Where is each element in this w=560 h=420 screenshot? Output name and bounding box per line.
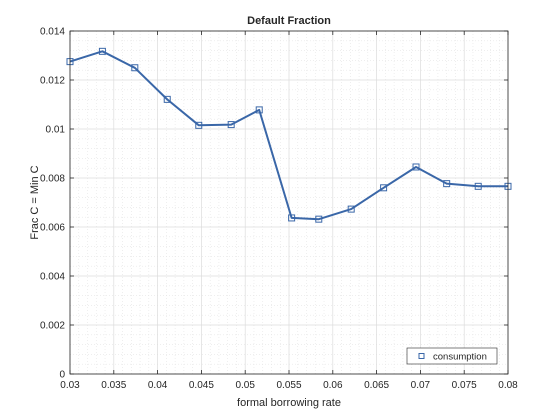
y-tick-label: 0.008 bbox=[40, 174, 65, 185]
y-tick-label: 0.014 bbox=[40, 27, 65, 38]
x-axis: 0.03 0.035 0.04 0.045 0.05 0.055 0.06 0.065 0.07… bbox=[60, 31, 518, 391]
legend-box bbox=[406, 347, 498, 365]
legend-entry-label: consumption bbox=[433, 352, 487, 363]
chart-title: Default Fraction bbox=[247, 15, 331, 27]
x-tick-label: 0.065 bbox=[364, 380, 389, 391]
data-point bbox=[474, 182, 482, 190]
y-axis-label: Frac C = Min C bbox=[29, 165, 41, 239]
y-tick-label: 0.002 bbox=[40, 321, 65, 332]
y-tick-label: 0.012 bbox=[40, 76, 65, 87]
x-tick-label: 0.04 bbox=[148, 380, 168, 391]
x-tick-label: 0.03 bbox=[60, 380, 80, 391]
data-point bbox=[255, 106, 263, 114]
series-line-consumption bbox=[69, 50, 508, 221]
data-point bbox=[98, 47, 106, 55]
legend-marker-square bbox=[418, 353, 425, 359]
y-tick-label: 0 bbox=[59, 370, 65, 381]
y-tick-label: 0.01 bbox=[46, 125, 66, 136]
data-point bbox=[131, 64, 139, 72]
x-tick-label: 0.045 bbox=[189, 380, 214, 391]
x-tick-label: 0.06 bbox=[323, 380, 343, 391]
data-point bbox=[163, 95, 171, 103]
y-tick-label: 0.004 bbox=[40, 272, 65, 283]
data-point bbox=[227, 121, 235, 129]
data-point bbox=[412, 163, 420, 171]
data-point bbox=[288, 214, 296, 222]
x-tick-label: 0.07 bbox=[411, 380, 431, 391]
x-tick-label: 0.08 bbox=[498, 380, 518, 391]
data-point bbox=[380, 184, 388, 192]
x-tick-label: 0.075 bbox=[452, 380, 477, 391]
y-tick-label: 0.006 bbox=[40, 223, 65, 234]
data-point bbox=[347, 205, 355, 213]
x-tick-label: 0.035 bbox=[101, 380, 126, 391]
data-point bbox=[443, 180, 451, 188]
x-tick-label: 0.05 bbox=[235, 380, 255, 391]
legend: consumption bbox=[406, 347, 498, 365]
x-axis-label: formal borrowing rate bbox=[237, 397, 341, 409]
data-point bbox=[315, 215, 323, 223]
x-tick-label: 0.055 bbox=[276, 380, 301, 391]
y-axis: 0 0.002 0.004 0.006 0.008 0.01 0.012 0.014 bbox=[40, 27, 508, 381]
data-point bbox=[195, 121, 203, 129]
